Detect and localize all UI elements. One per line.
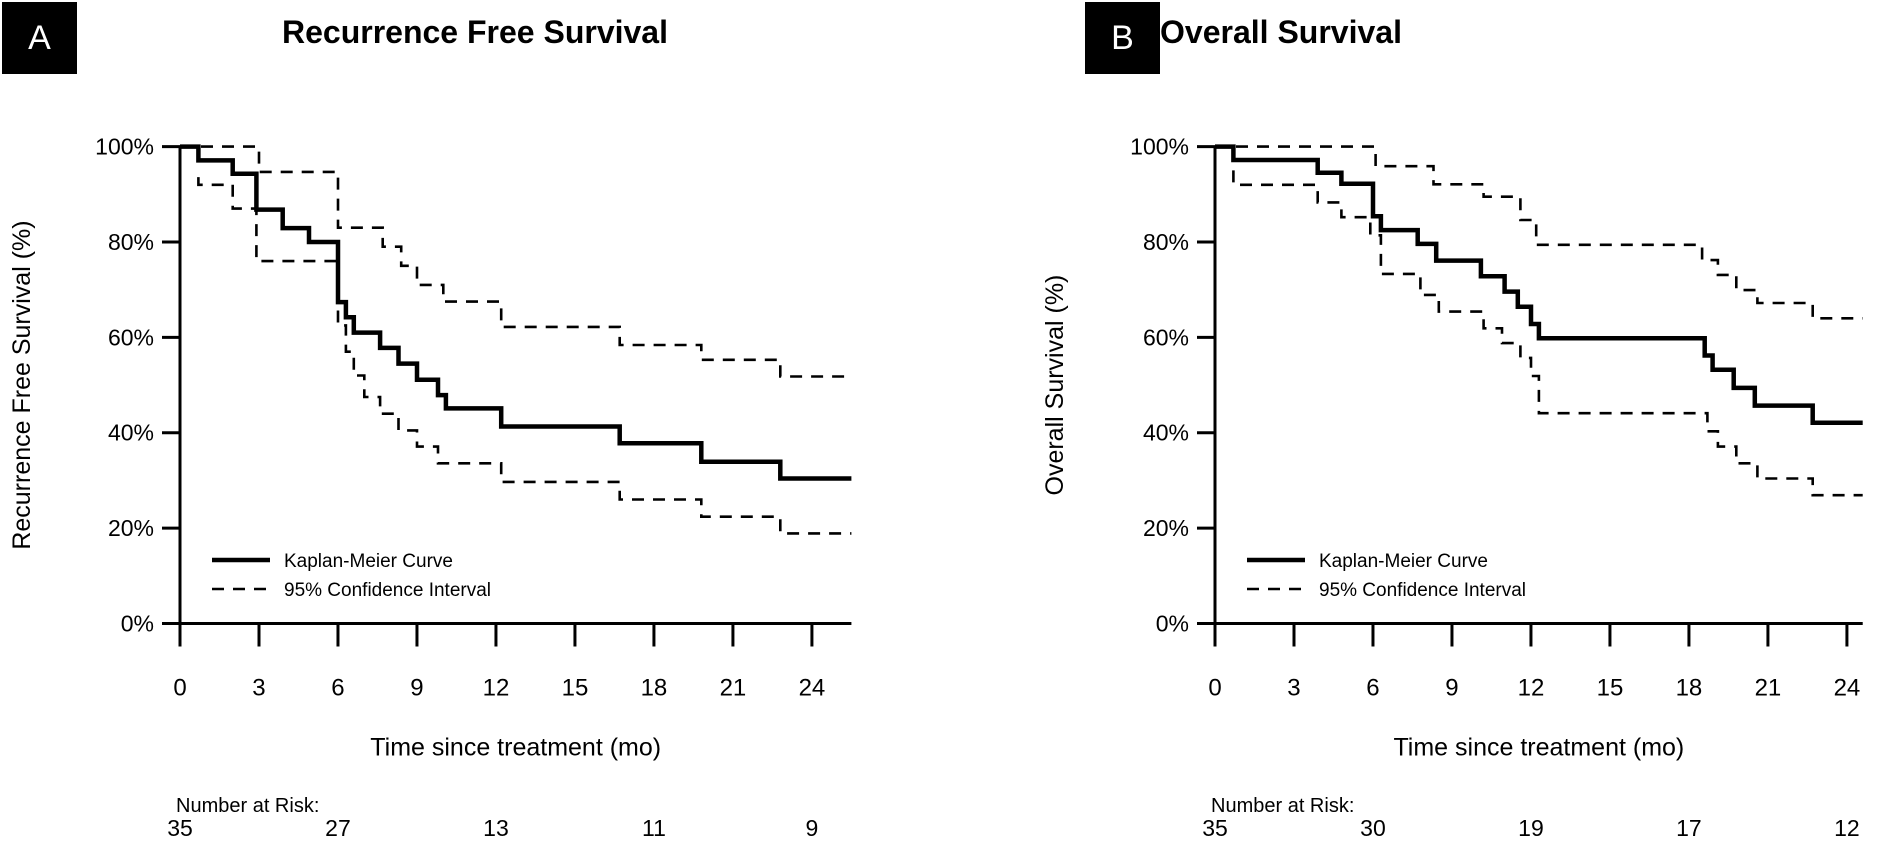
risk-count: 35 xyxy=(167,815,193,841)
x-tick-label: 18 xyxy=(641,675,668,702)
x-tick-label: 15 xyxy=(562,675,589,702)
panel-label-b: B xyxy=(1085,2,1160,74)
panel-label-a-text: A xyxy=(28,18,51,57)
risk-count: 17 xyxy=(1676,815,1702,841)
x-tick-label: 6 xyxy=(1366,675,1379,702)
risk-count: 30 xyxy=(1360,815,1386,841)
x-tick-label: 24 xyxy=(1834,675,1861,702)
y-tick-label: 20% xyxy=(1143,515,1189,541)
x-tick-label: 0 xyxy=(173,675,186,702)
legend-label-ci: 95% Confidence Interval xyxy=(284,580,491,601)
ci-curve xyxy=(1232,170,1863,497)
y-tick-label: 0% xyxy=(1156,611,1189,637)
risk-count: 11 xyxy=(642,815,666,841)
x-tick-label: 18 xyxy=(1676,675,1703,702)
risk-table-label: Number at Risk: xyxy=(176,795,319,817)
x-tick-label: 12 xyxy=(483,675,510,702)
x-axis-title: Time since treatment (mo) xyxy=(370,734,661,762)
ci-curve xyxy=(1215,145,1863,320)
y-tick-label: 100% xyxy=(95,134,154,160)
panel-b-title: Overall Survival xyxy=(1160,14,1402,50)
risk-count: 12 xyxy=(1834,815,1860,841)
x-tick-label: 15 xyxy=(1597,675,1624,702)
x-tick-label: 9 xyxy=(1445,675,1458,702)
risk-table-label: Number at Risk: xyxy=(1211,795,1354,817)
x-axis-title: Time since treatment (mo) xyxy=(1393,734,1684,762)
risk-count: 13 xyxy=(483,815,509,841)
y-tick-label: 80% xyxy=(1143,229,1189,255)
legend-label-km: Kaplan-Meier Curve xyxy=(284,551,453,572)
risk-count: 35 xyxy=(1202,815,1228,841)
x-tick-label: 0 xyxy=(1208,675,1221,702)
x-tick-label: 24 xyxy=(799,675,826,702)
x-tick-label: 3 xyxy=(1287,675,1300,702)
panel-label-a: A xyxy=(2,2,77,74)
panel-a-title: Recurrence Free Survival xyxy=(282,14,668,50)
risk-count: 19 xyxy=(1518,815,1544,841)
x-tick-label: 21 xyxy=(1755,675,1782,702)
y-tick-label: 40% xyxy=(1143,420,1189,446)
y-tick-label: 20% xyxy=(108,515,154,541)
x-tick-label: 3 xyxy=(252,675,265,702)
y-tick-label: 100% xyxy=(1130,134,1189,160)
km-curve xyxy=(180,144,852,481)
panel-label-b-text: B xyxy=(1111,18,1134,57)
x-tick-label: 21 xyxy=(720,675,747,702)
y-axis-title: Recurrence Free Survival (%) xyxy=(8,220,36,549)
y-tick-label: 60% xyxy=(108,324,154,350)
y-axis-title: Overall Survival (%) xyxy=(1041,275,1069,496)
risk-count: 27 xyxy=(325,815,351,841)
risk-count: 9 xyxy=(806,815,819,841)
legend-label-km: Kaplan-Meier Curve xyxy=(1319,551,1488,572)
y-tick-label: 40% xyxy=(108,420,154,446)
y-tick-label: 0% xyxy=(121,611,154,637)
x-tick-label: 6 xyxy=(331,675,344,702)
km-curve xyxy=(1215,144,1863,425)
ci-curve xyxy=(197,177,852,535)
ci-curve xyxy=(180,145,852,378)
x-tick-label: 12 xyxy=(1518,675,1545,702)
x-tick-label: 9 xyxy=(410,675,423,702)
y-tick-label: 60% xyxy=(1143,324,1189,350)
y-tick-label: 80% xyxy=(108,229,154,255)
legend-label-ci: 95% Confidence Interval xyxy=(1319,580,1526,601)
